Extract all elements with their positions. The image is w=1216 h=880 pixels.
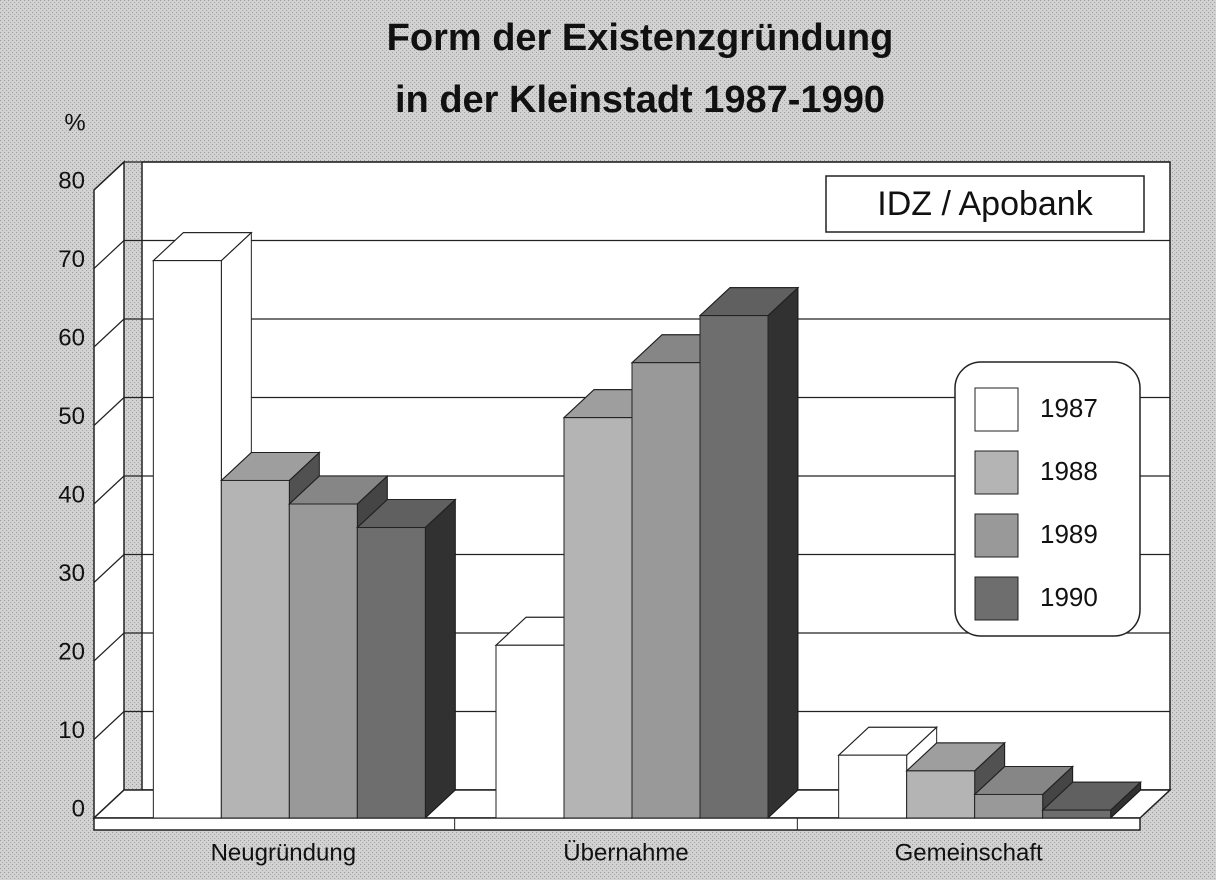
- grid-line: [93, 318, 125, 348]
- x-tick-label: Übernahme: [563, 839, 688, 866]
- bar: [563, 417, 633, 819]
- bar: [631, 362, 701, 819]
- bar-side-shade: [768, 287, 798, 819]
- bar: [495, 644, 565, 819]
- legend-swatch: [974, 576, 1019, 621]
- annotation-box: [825, 175, 1145, 233]
- bar: [699, 315, 769, 819]
- grid-line: [93, 240, 125, 269]
- bar: [1042, 809, 1112, 819]
- grid-line: [93, 554, 125, 583]
- grid-line: [93, 632, 125, 662]
- y-tick-label: 40: [58, 481, 85, 508]
- legend-label: 1990: [1040, 582, 1098, 612]
- y-tick-label: 10: [58, 717, 85, 744]
- bar: [152, 260, 222, 819]
- grid-line: [93, 475, 125, 505]
- bar: [220, 479, 290, 819]
- x-tick-label: Neugründung: [211, 839, 356, 866]
- y-tick-label: 30: [58, 560, 85, 587]
- x-tick-label: Gemeinschaft: [895, 839, 1043, 866]
- y-tick-label: 0: [72, 795, 85, 822]
- chart-title: Form der Existenzgründung: [387, 17, 894, 59]
- grid-line: [93, 397, 125, 426]
- legend-label: 1989: [1040, 519, 1098, 549]
- legend-swatch: [974, 387, 1019, 432]
- y-tick-label: 50: [58, 403, 85, 430]
- y-tick-label: 80: [58, 167, 85, 194]
- y-tick-label: 60: [58, 324, 85, 351]
- y-tick-label: 70: [58, 246, 85, 273]
- bar: [974, 793, 1044, 819]
- legend-label: 1987: [1040, 393, 1098, 423]
- legend-swatch: [974, 513, 1019, 558]
- bar: [906, 770, 976, 819]
- bar: [356, 527, 426, 819]
- y-axis-label: %: [64, 109, 85, 136]
- y-tick-label: 20: [58, 638, 85, 665]
- legend-swatch: [974, 450, 1019, 495]
- grid-line: [93, 161, 125, 191]
- annotation: IDZ / Apobank: [877, 185, 1093, 223]
- legend-label: 1988: [1040, 456, 1098, 486]
- chart-title: in der Kleinstadt 1987-1990: [395, 79, 885, 121]
- bar: [838, 754, 908, 819]
- bar: [288, 503, 358, 819]
- floor-edge: [93, 817, 1141, 831]
- bar-side-shade: [1110, 782, 1141, 818]
- bar-side-shade: [425, 499, 456, 818]
- grid-line: [93, 711, 125, 740]
